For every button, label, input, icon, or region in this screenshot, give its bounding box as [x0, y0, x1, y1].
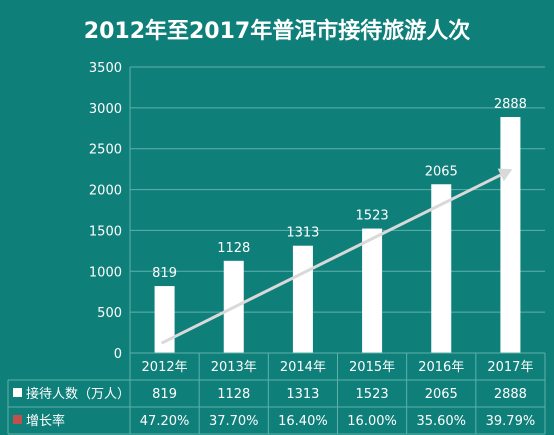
y-tick-label: 3500 [89, 61, 122, 76]
bars [154, 117, 521, 353]
x-tick-label: 2015年 [349, 360, 395, 375]
y-tick-label: 2000 [89, 184, 122, 199]
table-cell: 16.40% [278, 414, 328, 429]
y-tick-label: 500 [97, 306, 122, 321]
y-tick-label: 0 [114, 347, 122, 362]
bar [292, 245, 313, 353]
y-tick-label: 1000 [89, 265, 122, 280]
x-tick-label: 2014年 [280, 360, 326, 375]
data-label: 819 [152, 266, 177, 281]
x-tick-label: 2013年 [211, 360, 257, 375]
trend-arrow [160, 168, 513, 345]
table-row-label: 增长率 [26, 413, 65, 429]
chart-title: 2012年至2017年普洱市接待旅游人次 [84, 18, 470, 44]
y-tick-label: 3000 [89, 102, 122, 117]
bar [154, 286, 175, 353]
table-cell: 1523 [356, 387, 389, 402]
grid-lines [129, 66, 545, 434]
data-label: 1313 [286, 226, 319, 241]
bar [500, 117, 521, 353]
data-label: 2888 [494, 97, 527, 112]
table-cell: 1128 [217, 387, 250, 402]
trend-arrow-head [497, 168, 513, 182]
y-axis-ticks: 0 500 1000 1500 2000 2500 3000 3500 [89, 61, 122, 362]
table-row-label: 接待人数（万人） [26, 386, 130, 402]
table-cell: 2065 [425, 387, 458, 402]
x-tick-label: 2017年 [487, 360, 533, 375]
table-cell: 47.20% [140, 414, 190, 429]
y-tick-label: 1500 [89, 224, 122, 239]
x-tick-label: 2016年 [418, 360, 464, 375]
bar [362, 228, 383, 353]
x-tick-label: 2012年 [142, 360, 188, 375]
table-cell: 39.79% [486, 414, 536, 429]
data-label: 1128 [217, 241, 250, 256]
table-cell: 819 [152, 387, 177, 402]
data-labels: 819 1128 1313 1523 2065 2888 [152, 97, 527, 281]
data-label: 2065 [425, 164, 458, 179]
table-cell: 16.00% [347, 414, 397, 429]
legend-marker [13, 415, 22, 424]
data-label: 1523 [356, 209, 389, 224]
table-cell: 2888 [494, 387, 527, 402]
table-cell: 35.60% [416, 414, 466, 429]
y-tick-label: 2500 [89, 143, 122, 158]
table-cell: 1313 [286, 387, 319, 402]
trend-arrow-shaft [160, 173, 502, 345]
legend-marker [13, 388, 22, 397]
bar [431, 184, 452, 353]
table-cell: 37.70% [209, 414, 259, 429]
